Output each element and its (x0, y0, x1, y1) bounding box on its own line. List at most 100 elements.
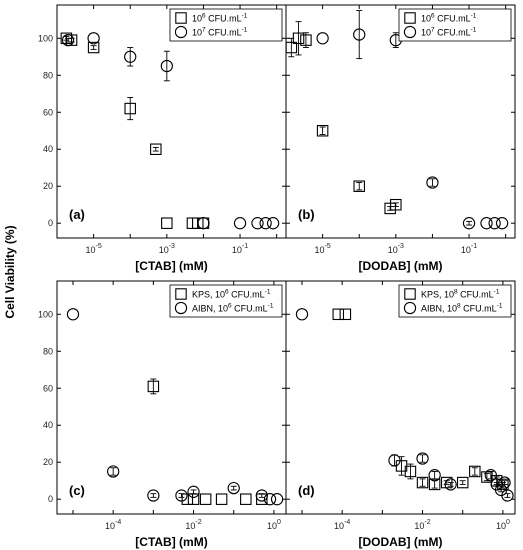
data-point (240, 493, 252, 505)
data-point (497, 478, 509, 491)
series-circle (61, 32, 280, 230)
plot-frame (285, 280, 516, 515)
data-point (495, 217, 509, 230)
legend-marker (174, 25, 188, 39)
series-square (60, 32, 210, 229)
data-point (263, 493, 277, 506)
shared-y-axis-label: Cell Viability (%) (3, 225, 17, 318)
data-point (87, 41, 100, 54)
data-point (444, 478, 457, 491)
data-point (404, 465, 417, 478)
data-point (480, 217, 493, 230)
x-tick-label: 10-1 (461, 243, 477, 255)
data-point (61, 33, 75, 47)
data-point (428, 469, 441, 482)
panel-c: 0 20 40 60 80 100 10-4 10-2 100 [CTAB] (mM) (c) KPS… (38, 280, 287, 549)
legend-marker (174, 301, 188, 315)
series-circle (66, 308, 284, 506)
legend-entry: AIBN, 108 CFU.mL-1 (421, 303, 503, 314)
data-point (292, 32, 305, 45)
y-tick-label: 100 (38, 33, 53, 43)
panel-b: 10-5 10-3 10-1[DODAB] (mM)(b)106 CFU.mL-11… (285, 4, 516, 273)
panel-d: 10-4 10-2 100 [DODAB] (mM) (d) KPS, 108 CFU.m… (285, 280, 516, 549)
data-point (160, 59, 173, 73)
x-tick-label: 10-5 (314, 243, 330, 255)
data-point (339, 308, 352, 321)
legend-entry: 107 CFU.mL-1 (192, 27, 248, 38)
series-circle (295, 308, 514, 502)
panel-a: 0 20 40 60 80 100 10-5 10-3 10-1 [CTAB] (mM) (a) 10… (38, 4, 287, 273)
x-axis-label: [DODAB] (mM) (359, 535, 443, 549)
legend-marker (404, 288, 416, 300)
data-point (147, 380, 160, 393)
x-tick-label: 10-5 (85, 243, 101, 255)
data-point (295, 308, 309, 321)
data-point (388, 454, 401, 467)
data-point (147, 489, 160, 502)
series-square (285, 21, 402, 215)
data-point (215, 493, 228, 505)
data-point (266, 217, 280, 230)
y-tick-label: 20 (43, 457, 53, 467)
data-point (285, 41, 298, 54)
data-point (501, 489, 514, 502)
data-point (161, 217, 173, 229)
data-point (251, 217, 264, 230)
panel-label: (d) (298, 483, 315, 498)
y-tick-label: 20 (43, 181, 53, 191)
legend-marker (404, 12, 416, 24)
data-point (456, 476, 469, 489)
legend-box (169, 284, 283, 318)
y-tick-label: 40 (43, 144, 53, 154)
data-point (175, 489, 188, 502)
data-point (300, 34, 312, 46)
data-point (316, 32, 329, 45)
data-point (416, 452, 429, 465)
panel-label: (b) (298, 207, 315, 222)
legend-marker (175, 12, 187, 24)
y-tick-label: 0 (48, 218, 53, 228)
legend: KPS, 108 CFU.mL-1 AIBN, 108 CFU.mL-1 (398, 284, 512, 318)
data-point (87, 32, 100, 45)
legend: KPS, 106 CFU.mL-1 AIBN, 106 CFU.mL-1 (169, 284, 283, 318)
x-tick-label: 10-2 (185, 519, 201, 531)
y-tick-label: 80 (43, 70, 53, 80)
legend-entry: 106 CFU.mL-1 (192, 13, 248, 24)
data-point (233, 217, 247, 230)
data-point (353, 180, 365, 192)
legend: 106 CFU.mL-1 107 CFU.mL-1 (169, 8, 283, 42)
x-tick-label: 10-4 (105, 519, 121, 531)
x-axis-label: [CTAB] (mM) (135, 535, 207, 549)
panel-label: (a) (69, 207, 85, 222)
y-tick-label: 40 (43, 420, 53, 430)
data-point (65, 34, 78, 46)
data-point (353, 28, 366, 41)
legend-box (398, 8, 512, 42)
x-tick-label: 10-3 (159, 243, 175, 255)
data-point (469, 465, 481, 478)
legend-box (398, 284, 512, 318)
data-point (316, 124, 329, 137)
x-tick-label: 10-1 (232, 243, 248, 255)
data-point (187, 485, 200, 498)
data-point (426, 176, 439, 189)
y-tick-label: 100 (38, 309, 53, 319)
plot-frame (285, 4, 516, 239)
legend-entry: 106 CFU.mL-1 (421, 13, 477, 24)
data-point (498, 476, 511, 489)
data-point (255, 489, 268, 502)
x-axis-label: [DODAB] (mM) (359, 259, 443, 273)
data-point (488, 217, 501, 230)
legend-entry: 107 CFU.mL-1 (421, 27, 477, 38)
y-tick-label: 60 (43, 383, 53, 393)
x-tick-label: 100 (496, 519, 510, 531)
data-point (199, 493, 212, 505)
panel-label: (c) (69, 483, 85, 498)
y-tick-label: 0 (48, 494, 53, 504)
data-point (107, 465, 120, 478)
data-point (66, 308, 80, 321)
data-point (462, 217, 476, 230)
data-point (390, 198, 402, 211)
x-tick-label: 100 (267, 519, 281, 531)
